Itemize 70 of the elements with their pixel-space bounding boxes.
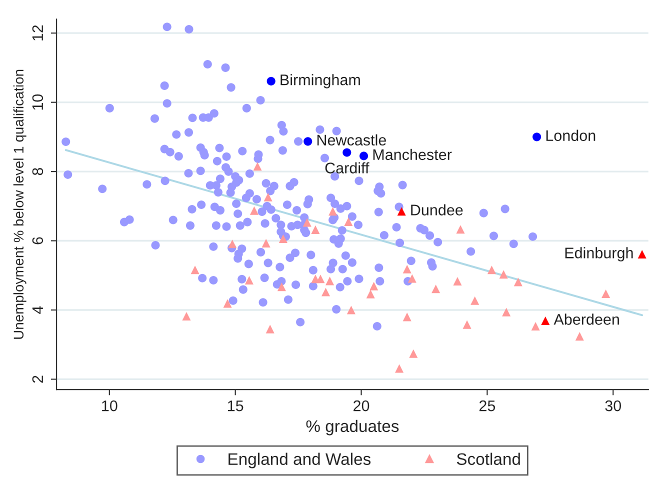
point xyxy=(304,137,312,146)
point xyxy=(302,218,312,227)
point xyxy=(402,264,412,274)
point xyxy=(470,296,480,305)
legend-label: Scotland xyxy=(456,452,520,465)
point xyxy=(346,306,356,314)
y-axis-title: Unemployment % below level 1 qualification xyxy=(13,70,26,339)
x-tick-label: 15 xyxy=(228,400,244,412)
data-label: Birmingham xyxy=(280,74,360,88)
y-tick-label: 8 xyxy=(32,168,44,176)
point xyxy=(531,322,540,331)
data-label: Dundee xyxy=(411,204,463,216)
x-tick-label: 10 xyxy=(102,400,118,412)
point xyxy=(409,349,418,358)
x-tick-label: 25 xyxy=(479,400,496,412)
data-label: Cardiff xyxy=(325,162,370,174)
data-label: Newcastle xyxy=(317,134,386,146)
point xyxy=(266,76,276,86)
point xyxy=(244,276,254,285)
point xyxy=(277,282,286,292)
point xyxy=(370,282,378,290)
point xyxy=(190,266,200,274)
point xyxy=(262,238,270,248)
point xyxy=(397,207,406,216)
x-tick-label: 30 xyxy=(605,400,622,412)
point xyxy=(602,289,610,298)
point xyxy=(514,278,522,286)
legend-label: England and Wales xyxy=(228,452,371,468)
data-label: Aberdeen xyxy=(554,314,619,325)
point xyxy=(328,207,338,216)
point xyxy=(342,148,352,157)
point xyxy=(311,225,320,234)
point xyxy=(487,266,496,274)
point xyxy=(499,270,508,279)
y-tick-label: 2 xyxy=(32,376,43,383)
y-tick-label: 4 xyxy=(32,306,43,314)
data-label: Manchester xyxy=(373,148,452,160)
point xyxy=(462,320,472,329)
y-tick-label: 12 xyxy=(32,25,43,40)
data-label: Edinburgh xyxy=(565,247,633,262)
point xyxy=(532,132,542,142)
point xyxy=(456,225,465,234)
point xyxy=(502,308,511,316)
point xyxy=(395,364,404,373)
point xyxy=(266,324,274,334)
point xyxy=(250,206,259,215)
point xyxy=(541,316,550,326)
data-label: London xyxy=(546,130,596,142)
point xyxy=(326,276,334,286)
point xyxy=(638,250,646,259)
point xyxy=(366,290,375,298)
point xyxy=(575,332,584,341)
point xyxy=(311,274,320,284)
point xyxy=(264,192,272,202)
point xyxy=(228,240,237,248)
point xyxy=(223,299,232,308)
point xyxy=(360,152,368,160)
point xyxy=(278,234,288,243)
point xyxy=(321,288,330,296)
point xyxy=(432,284,440,294)
point xyxy=(182,312,191,321)
x-tick-label: 20 xyxy=(354,400,370,412)
point xyxy=(453,276,462,286)
point xyxy=(253,162,262,171)
point xyxy=(402,312,412,322)
y-tick-label: 10 xyxy=(32,94,44,110)
y-tick-label: 6 xyxy=(32,237,44,244)
point xyxy=(344,217,353,226)
x-axis-title: % graduates xyxy=(306,420,399,436)
point xyxy=(408,274,416,283)
